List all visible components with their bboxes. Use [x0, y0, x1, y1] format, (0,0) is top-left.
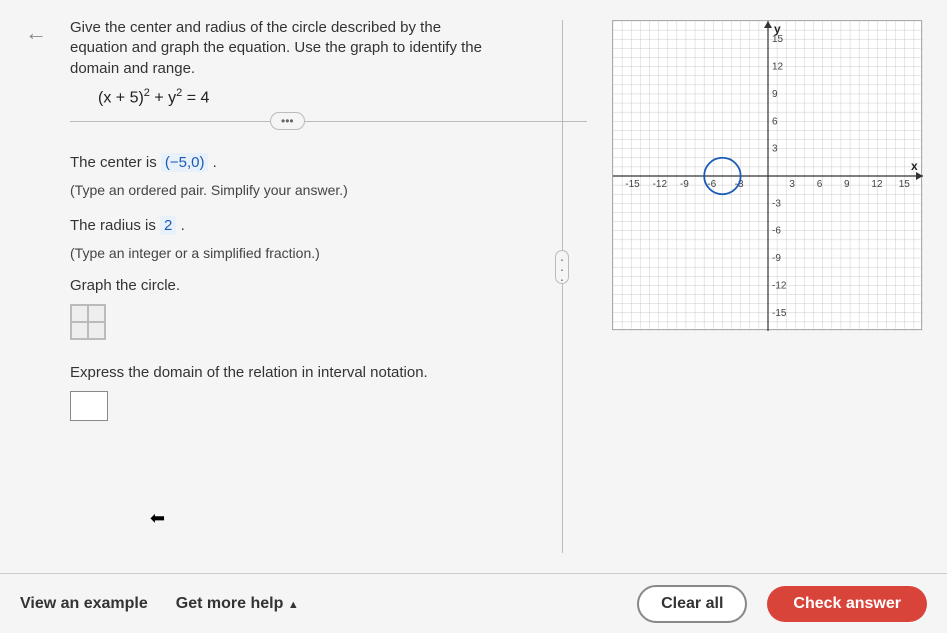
cursor-icon: ⬅: [150, 508, 165, 529]
view-example-button[interactable]: View an example: [20, 595, 148, 613]
domain-input[interactable]: [70, 391, 108, 421]
answer-section: The center is (−5,0) . (Type an ordered …: [70, 152, 587, 421]
svg-text:12: 12: [772, 62, 784, 73]
get-more-help-button[interactable]: Get more help ▲: [176, 595, 299, 613]
prompt-line-2: equation and graph the equation. Use the…: [70, 39, 482, 56]
svg-text:x: x: [911, 159, 918, 173]
question-prompt: Give the center and radius of the circle…: [70, 18, 587, 79]
svg-text:6: 6: [772, 116, 778, 127]
svg-text:15: 15: [899, 179, 911, 190]
svg-text:-9: -9: [680, 179, 689, 190]
prompt-line-1: Give the center and radius of the circle…: [70, 19, 441, 36]
svg-text:y: y: [774, 22, 781, 36]
divider: [70, 121, 587, 122]
graph-tool-button[interactable]: [70, 304, 106, 340]
svg-text:-12: -12: [772, 280, 787, 291]
footer-bar: View an example Get more help ▲ Clear al…: [0, 573, 947, 633]
center-label: The center is: [70, 154, 161, 171]
clear-all-button[interactable]: Clear all: [637, 585, 747, 623]
center-value[interactable]: (−5,0): [161, 153, 209, 172]
svg-text:6: 6: [817, 179, 823, 190]
svg-text:-3: -3: [772, 198, 781, 209]
svg-text:-9: -9: [772, 253, 781, 264]
svg-text:-15: -15: [625, 179, 640, 190]
svg-text:-12: -12: [653, 179, 668, 190]
center-hint: (Type an ordered pair. Simplify your ans…: [70, 181, 587, 201]
graph-instruction: Graph the circle.: [70, 275, 587, 296]
radius-hint: (Type an integer or a simplified fractio…: [70, 244, 587, 264]
svg-text:3: 3: [772, 144, 778, 155]
graph-panel: -15-15-12-12-9-9-6-6-3-333669912121515yx: [607, 10, 937, 633]
radius-label: The radius is: [70, 217, 160, 234]
chevron-up-icon: ▲: [288, 599, 299, 611]
domain-prompt: Express the domain of the relation in in…: [70, 362, 587, 383]
equation: (x + 5)2 + y2 = 4: [98, 87, 587, 107]
svg-text:9: 9: [772, 89, 778, 100]
prompt-line-3: domain and range.: [70, 60, 195, 77]
svg-text:3: 3: [789, 179, 795, 190]
svg-text:-15: -15: [772, 308, 787, 319]
coordinate-graph[interactable]: -15-15-12-12-9-9-6-6-3-333669912121515yx: [612, 20, 922, 330]
expand-pill[interactable]: •••: [270, 112, 305, 130]
check-answer-button[interactable]: Check answer: [767, 586, 927, 622]
svg-text:9: 9: [844, 179, 850, 190]
svg-text:-6: -6: [772, 226, 781, 237]
vertical-expand-pill[interactable]: ···: [555, 250, 569, 284]
svg-text:12: 12: [871, 179, 883, 190]
question-panel: Give the center and radius of the circle…: [10, 10, 607, 633]
radius-value[interactable]: 2: [160, 216, 176, 235]
